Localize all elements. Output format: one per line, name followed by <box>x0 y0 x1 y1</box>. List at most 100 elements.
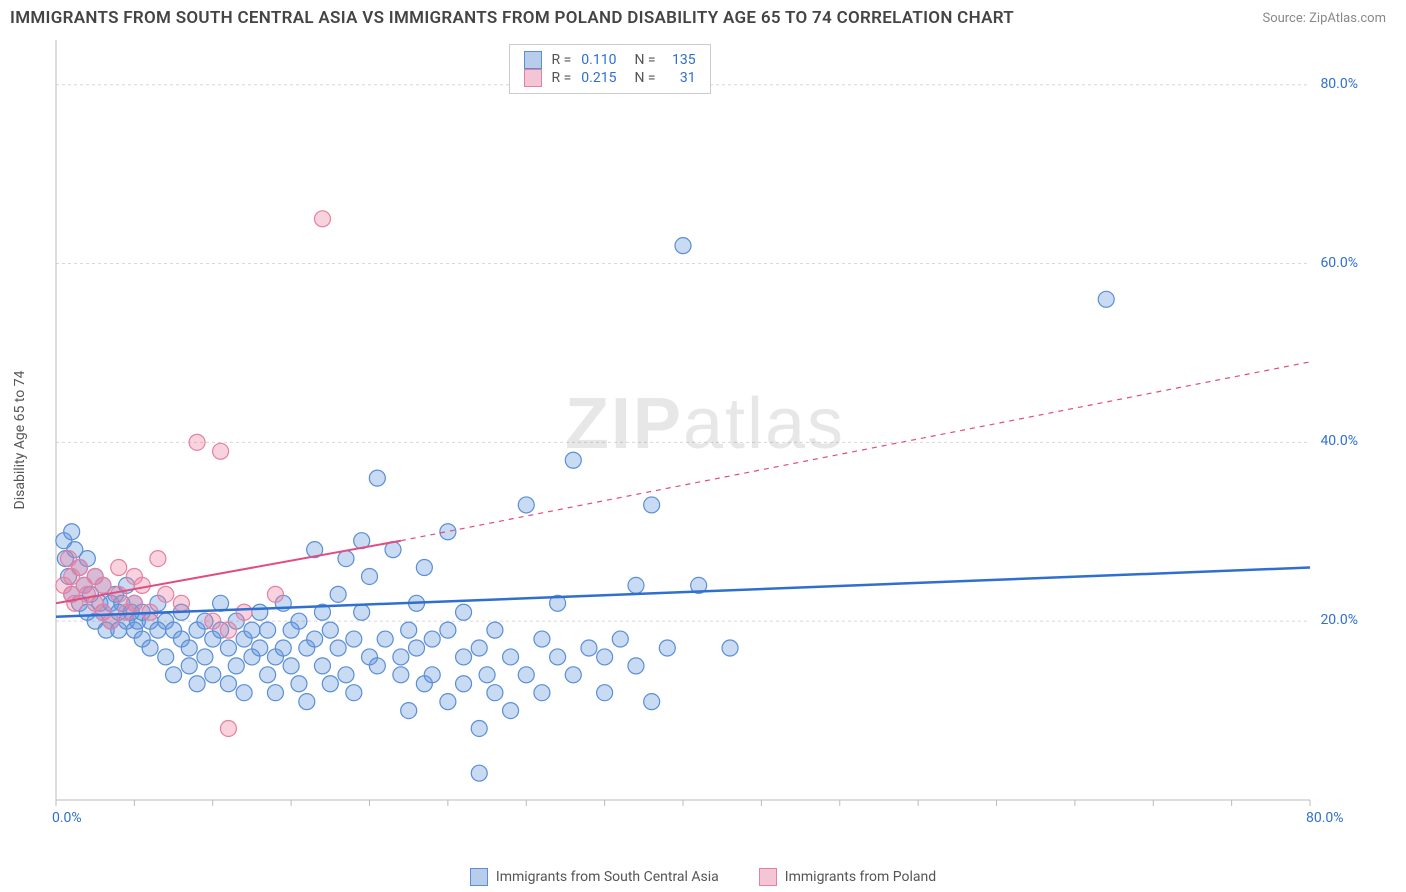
data-point <box>142 640 158 656</box>
legend-label: Immigrants from Poland <box>785 869 936 885</box>
data-point <box>111 586 127 602</box>
data-point <box>362 568 378 584</box>
data-point <box>503 649 519 665</box>
trend-line <box>56 568 1310 617</box>
data-point <box>456 604 472 620</box>
data-point <box>322 676 338 692</box>
data-point <box>189 434 205 450</box>
data-point <box>252 604 268 620</box>
data-point <box>330 640 346 656</box>
data-point <box>401 703 417 719</box>
source-label: Source: ZipAtlas.com <box>1262 11 1386 26</box>
data-point <box>479 667 495 683</box>
data-point <box>236 685 252 701</box>
data-point <box>338 667 354 683</box>
x-tick-label: 80.0% <box>1306 810 1344 826</box>
data-point <box>260 622 276 638</box>
data-point <box>205 667 221 683</box>
data-point <box>518 667 534 683</box>
data-point <box>581 640 597 656</box>
data-point <box>236 604 252 620</box>
data-point <box>220 640 236 656</box>
data-point <box>675 238 691 254</box>
data-point <box>503 703 519 719</box>
legend-swatch <box>470 868 488 886</box>
data-point <box>612 631 628 647</box>
data-point <box>597 649 613 665</box>
data-point <box>220 676 236 692</box>
data-point <box>181 658 197 674</box>
data-point <box>393 667 409 683</box>
data-point <box>456 649 472 665</box>
legend-item: Immigrants from South Central Asia <box>470 868 719 886</box>
data-point <box>416 560 432 576</box>
data-point <box>644 694 660 710</box>
y-tick-label: 20.0% <box>1320 612 1358 628</box>
legend-swatch <box>524 69 542 87</box>
scatter-plot <box>50 40 1360 840</box>
data-point <box>252 640 268 656</box>
legend-bottom: Immigrants from South Central Asia Immig… <box>0 868 1406 886</box>
x-tick-label: 0.0% <box>52 810 82 826</box>
data-point <box>322 622 338 638</box>
data-point <box>440 694 456 710</box>
y-tick-label: 80.0% <box>1320 76 1358 92</box>
legend-stats-box: R = 0.110 N = 135 R = 0.215 N = 31 <box>509 44 711 94</box>
data-point <box>471 640 487 656</box>
data-point <box>338 551 354 567</box>
legend-swatch <box>759 868 777 886</box>
data-point <box>291 613 307 629</box>
data-point <box>565 667 581 683</box>
data-point <box>220 622 236 638</box>
trend-line <box>56 541 401 604</box>
legend-item: Immigrants from Poland <box>759 868 936 886</box>
data-point <box>424 631 440 647</box>
data-point <box>369 658 385 674</box>
data-point <box>440 524 456 540</box>
data-point <box>354 604 370 620</box>
y-tick-label: 40.0% <box>1320 433 1358 449</box>
data-point <box>213 443 229 459</box>
data-point <box>158 649 174 665</box>
data-point <box>205 613 221 629</box>
legend-stat-row: R = 0.110 N = 135 <box>524 51 696 69</box>
data-point <box>267 586 283 602</box>
data-point <box>283 658 299 674</box>
data-point <box>111 560 127 576</box>
data-point <box>534 685 550 701</box>
data-point <box>299 694 315 710</box>
data-point <box>197 649 213 665</box>
data-point <box>565 452 581 468</box>
legend-swatch <box>524 51 542 69</box>
data-point <box>150 551 166 567</box>
data-point <box>244 622 260 638</box>
data-point <box>597 685 613 701</box>
data-point <box>189 676 205 692</box>
data-point <box>409 640 425 656</box>
data-point <box>126 595 142 611</box>
data-point <box>314 211 330 227</box>
data-point <box>393 649 409 665</box>
data-point <box>220 720 236 736</box>
data-point <box>456 676 472 692</box>
data-point <box>377 631 393 647</box>
data-point <box>228 658 244 674</box>
data-point <box>471 765 487 781</box>
data-point <box>134 577 150 593</box>
data-point <box>518 497 534 513</box>
data-point <box>166 667 182 683</box>
data-point <box>487 622 503 638</box>
data-point <box>314 658 330 674</box>
data-point <box>181 640 197 656</box>
data-point <box>173 595 189 611</box>
data-point <box>644 497 660 513</box>
data-point <box>267 685 283 701</box>
y-axis-label: Disability Age 65 to 74 <box>12 371 28 510</box>
chart-area: Disability Age 65 to 74 ZIPatlas R = 0.1… <box>50 40 1360 840</box>
data-point <box>260 667 276 683</box>
data-point <box>291 676 307 692</box>
data-point <box>628 577 644 593</box>
data-point <box>722 640 738 656</box>
trend-line-dashed <box>401 362 1310 541</box>
data-point <box>369 470 385 486</box>
